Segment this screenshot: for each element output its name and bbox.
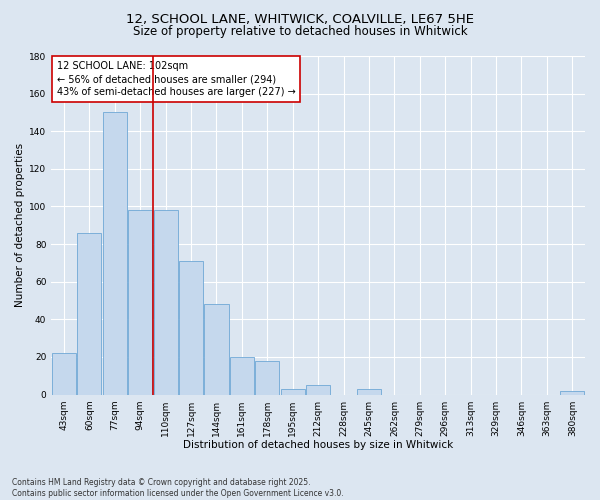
Bar: [560, 391, 584, 394]
X-axis label: Distribution of detached houses by size in Whitwick: Distribution of detached houses by size …: [183, 440, 453, 450]
Bar: [77, 233, 101, 394]
Bar: [103, 112, 127, 394]
Bar: [255, 360, 280, 394]
Y-axis label: Number of detached properties: Number of detached properties: [15, 143, 25, 308]
Bar: [179, 261, 203, 394]
Bar: [306, 385, 330, 394]
Bar: [230, 357, 254, 395]
Bar: [357, 389, 381, 394]
Text: Contains HM Land Registry data © Crown copyright and database right 2025.
Contai: Contains HM Land Registry data © Crown c…: [12, 478, 344, 498]
Bar: [154, 210, 178, 394]
Text: Size of property relative to detached houses in Whitwick: Size of property relative to detached ho…: [133, 25, 467, 38]
Bar: [205, 304, 229, 394]
Text: 12 SCHOOL LANE: 102sqm
← 56% of detached houses are smaller (294)
43% of semi-de: 12 SCHOOL LANE: 102sqm ← 56% of detached…: [56, 61, 295, 98]
Bar: [52, 353, 76, 395]
Text: 12, SCHOOL LANE, WHITWICK, COALVILLE, LE67 5HE: 12, SCHOOL LANE, WHITWICK, COALVILLE, LE…: [126, 12, 474, 26]
Bar: [128, 210, 152, 394]
Bar: [281, 389, 305, 394]
